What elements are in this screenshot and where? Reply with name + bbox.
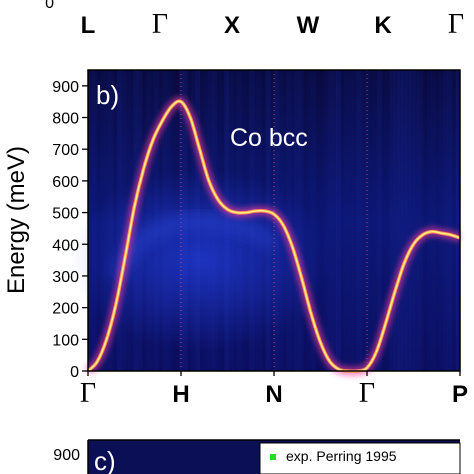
noise-column: [398, 70, 403, 371]
noise-column: [369, 70, 374, 371]
panel-a-x-tick-label-0: L: [81, 12, 96, 39]
legend-label-perring: exp. Perring 1995: [286, 448, 397, 464]
noise-column: [385, 70, 391, 371]
panel-a-x-tick-label-3: W: [297, 12, 320, 39]
legend-marker-perring: [270, 454, 276, 460]
panel-a-y-tick-0: 0: [45, 0, 54, 12]
y-tick-label-200: 200: [52, 301, 79, 318]
noise-column: [327, 70, 333, 371]
noise-column: [315, 70, 320, 371]
y-tick-label-400: 400: [52, 237, 79, 254]
x-tick-label-4: P: [452, 381, 468, 408]
noise-column: [319, 70, 325, 371]
panel-a-x-tick-label-5: Γ: [448, 9, 464, 40]
noise-column: [389, 70, 395, 371]
panel-b-y-ticks: 0 100 200 300 400 500 600 700 800 900: [52, 79, 88, 381]
panel-a-x-tick-label-4: K: [374, 12, 392, 39]
noise-column: [414, 70, 420, 371]
noise-column: [422, 70, 428, 371]
noise-column: [443, 70, 449, 371]
y-tick-label-0: 0: [70, 364, 79, 381]
noise-column: [356, 70, 362, 371]
noise-column: [435, 70, 440, 371]
noise-column: [406, 70, 411, 371]
noise-column: [381, 70, 387, 371]
noise-column: [377, 70, 382, 371]
noise-column: [410, 70, 416, 371]
noise-column: [348, 70, 354, 371]
y-tick-label-300: 300: [52, 269, 79, 286]
y-tick-label-900: 900: [52, 79, 79, 96]
panel-a-x-tick-label-1: Γ: [152, 9, 168, 40]
y-tick-label-600: 600: [52, 174, 79, 191]
panel-c: exp. Perring 1995 c) 900: [53, 439, 461, 474]
panel-a: 0 L Γ X W K Γ: [45, 0, 464, 40]
x-tick-label-1: H: [172, 381, 189, 408]
noise-column: [373, 70, 378, 371]
x-tick-label-0: Γ: [80, 378, 96, 409]
y-tick-label-800: 800: [52, 111, 79, 128]
noise-column: [323, 70, 329, 371]
x-tick-label-2: N: [265, 381, 282, 408]
noise-column: [364, 70, 370, 371]
noise-column: [418, 70, 424, 371]
noise-column: [331, 70, 337, 371]
noise-column: [402, 70, 407, 371]
noise-column: [393, 70, 399, 371]
noise-column: [431, 70, 436, 371]
noise-column: [447, 70, 453, 371]
y-tick-label-500: 500: [52, 206, 79, 223]
noise-column: [340, 70, 345, 371]
noise-column: [352, 70, 358, 371]
y-tick-label-100: 100: [52, 332, 79, 349]
noise-column: [360, 70, 366, 371]
panel-b-label: b): [96, 80, 119, 110]
panel-b-annotation: Co bcc: [230, 124, 308, 152]
panel-b-faint-band: [111, 215, 278, 279]
panel-c-label: c): [94, 446, 116, 474]
noise-column: [455, 70, 461, 371]
panel-b-dispersion-core: [87, 100, 461, 373]
noise-column: [439, 70, 444, 371]
noise-column: [451, 70, 457, 371]
panel-a-x-tick-label-2: X: [224, 12, 240, 39]
x-tick-label-3: Γ: [359, 378, 375, 409]
y-tick-label-700: 700: [52, 142, 79, 159]
panel-b: b) Co bcc 0 100 200 300 400 500 600 700 800 900 Γ…: [3, 69, 468, 409]
noise-column: [336, 70, 341, 371]
noise-column: [344, 70, 349, 371]
panel-c-y-tick-900: 900: [53, 447, 80, 464]
panel-c-legend-box: [259, 442, 461, 474]
panel-b-y-axis-label: Energy (meV): [3, 146, 30, 294]
noise-column: [426, 70, 432, 371]
